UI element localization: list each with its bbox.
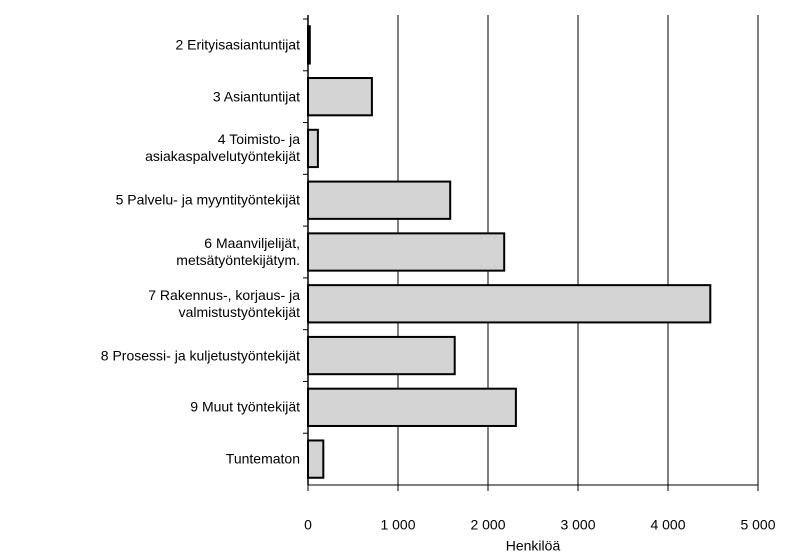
x-tick-label: 0	[304, 517, 312, 533]
bar	[307, 232, 506, 272]
bar	[307, 335, 456, 376]
y-tick-label: 6 Maanviljelijät, metsätyöntekijätym.	[176, 235, 300, 268]
bar	[307, 284, 712, 324]
y-tick-label: 3 Asiantuntijat	[212, 88, 300, 105]
x-axis-title: Henkilöä	[506, 538, 561, 554]
x-tick-label: 4 000	[650, 517, 685, 533]
y-tick-label: 2 Erityisasiantuntijat	[175, 36, 300, 53]
x-tick-label: 2 000	[470, 517, 505, 533]
y-tick-label: 8 Prosessi- ja kuljetustyöntekijät	[100, 347, 300, 364]
y-tick-label: Tuntematon	[225, 450, 300, 467]
x-tick-label: 1 000	[380, 517, 415, 533]
bar	[307, 25, 311, 65]
bar	[307, 128, 319, 169]
bar	[307, 180, 452, 220]
y-tick-label: 9 Muut työntekijät	[190, 398, 300, 415]
y-tick-label: 4 Toimisto- ja asiakaspalvelutyöntekijät	[145, 131, 300, 165]
x-tick-label: 3 000	[560, 517, 595, 533]
x-tick-label: 5 000	[740, 517, 775, 533]
y-tick-label: 5 Palvelu- ja myyntityöntekijät	[115, 191, 300, 208]
y-tick-label: 7 Rakennus-, korjaus- ja valmistustyönte…	[148, 286, 300, 320]
bar	[307, 77, 373, 117]
bar	[307, 387, 517, 427]
bar	[307, 439, 325, 479]
